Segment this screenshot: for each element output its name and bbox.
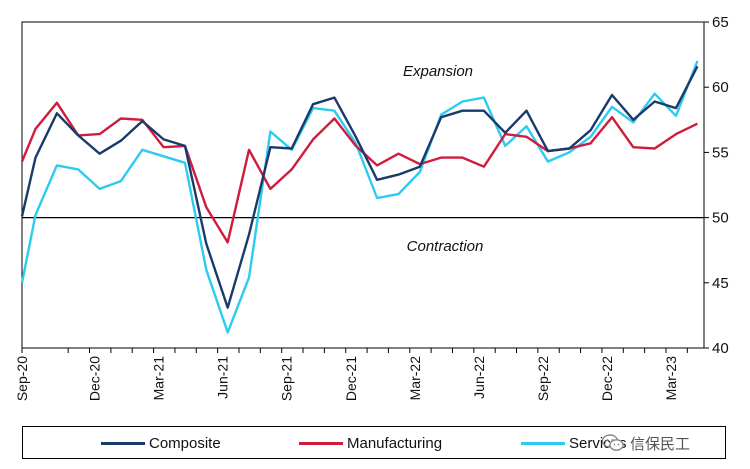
series-line-services <box>20 60 699 334</box>
watermark-text: 信保民工 <box>630 434 691 453</box>
x-tick-label: Sep-20 <box>14 356 30 401</box>
series-line-manufacturing <box>20 101 698 244</box>
x-tick-label: Jun-22 <box>471 356 487 399</box>
x-tick-label: Jun-21 <box>215 356 231 399</box>
x-tick-label: Dec-20 <box>87 356 103 401</box>
legend-label-manufacturing: Manufacturing <box>347 434 443 452</box>
x-tick-label: Mar-23 <box>663 356 679 401</box>
wechat-icon <box>601 434 624 452</box>
x-tick-label: Dec-21 <box>343 356 359 401</box>
x-tick-label: Sep-22 <box>535 356 551 401</box>
legend-item-manufacturing: Manufacturing <box>299 433 442 453</box>
watermark: 信保民工 <box>601 429 691 457</box>
y-tick-label: 40 <box>712 340 729 357</box>
x-axis-ticks: Sep-20 Dec-20 Mar-21 Jun-21 Sep-21 Dec-21 Mar-… <box>14 348 688 401</box>
y-tick-label: 65 <box>712 14 729 31</box>
x-tick-label: Mar-21 <box>151 356 167 401</box>
legend-swatch-manufacturing <box>299 441 343 445</box>
y-tick-label: 45 <box>712 275 729 292</box>
y-tick-label: 50 <box>712 210 729 227</box>
annotation-expansion: Expansion <box>403 63 473 80</box>
y-tick-label: 60 <box>712 79 729 96</box>
y-axis-ticks: 40 45 50 55 60 65 <box>704 14 729 357</box>
plot-area-frame <box>21 21 705 349</box>
series-line-composite <box>20 65 699 309</box>
series-layer <box>20 60 699 334</box>
y-tick-label: 55 <box>712 144 729 161</box>
legend-swatch-composite <box>101 441 145 445</box>
legend-swatch-services <box>521 441 565 445</box>
x-tick-label: Mar-22 <box>407 356 423 401</box>
legend-item-composite: Composite <box>101 433 221 453</box>
x-tick-label: Sep-21 <box>279 356 295 401</box>
annotation-contraction: Contraction <box>407 238 484 255</box>
x-tick-label: Dec-22 <box>599 356 615 401</box>
legend-label-composite: Composite <box>149 434 221 452</box>
